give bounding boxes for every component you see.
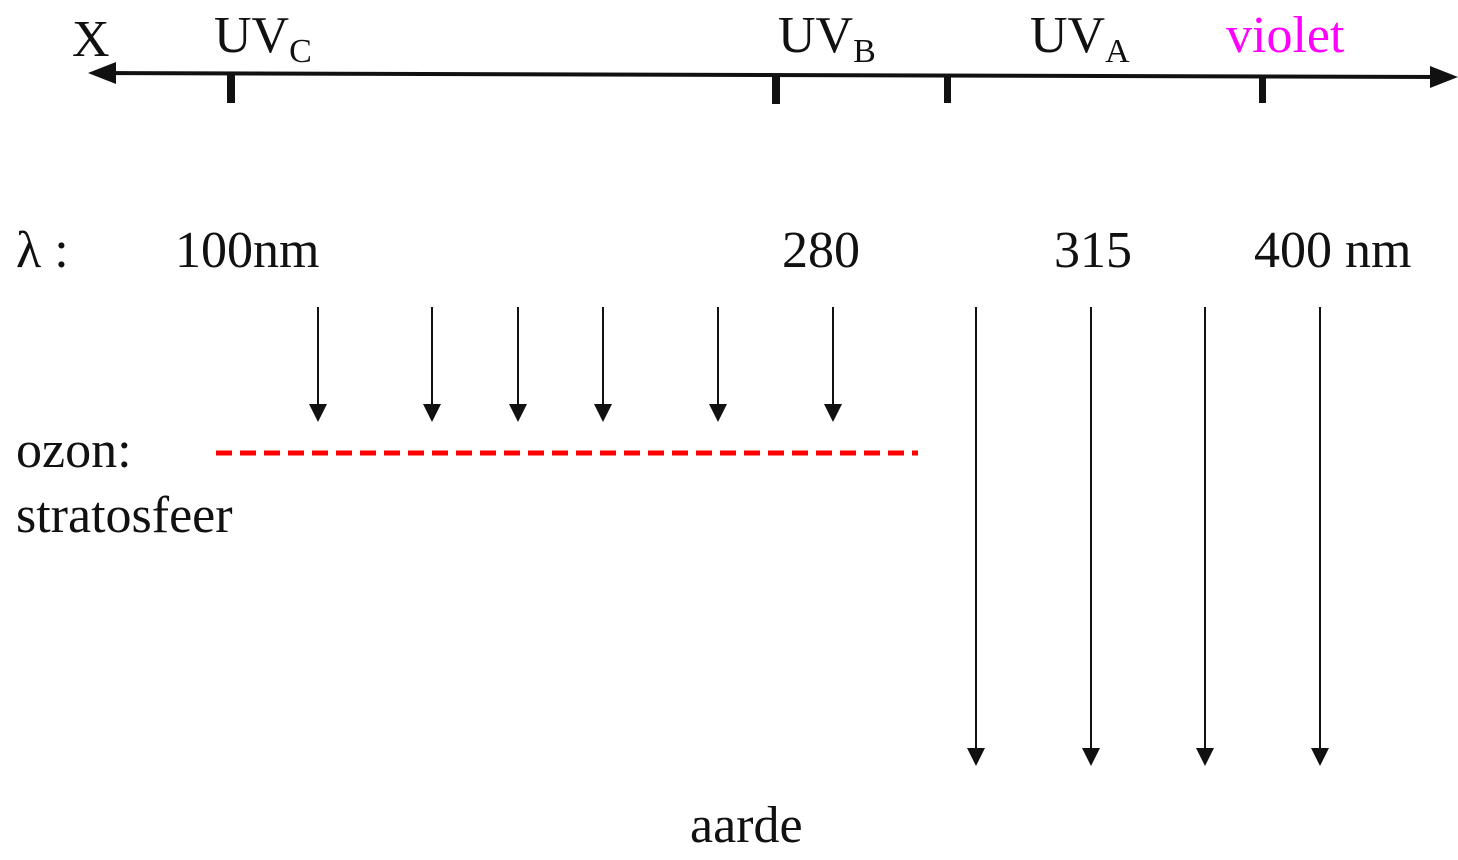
- uva-label-main: UV: [1030, 7, 1106, 64]
- tick-uvc: [227, 73, 235, 103]
- absorbed-ray-arrowhead: [423, 404, 441, 422]
- stratosphere-label: stratosfeer: [16, 487, 233, 544]
- tick-violet-start: [1259, 76, 1266, 103]
- wavelength-100nm-label: 100nm: [175, 222, 320, 279]
- transmitted-ray-arrowhead: [1311, 748, 1329, 766]
- absorbed-ray-arrowhead: [594, 404, 612, 422]
- uvc-label: UVC: [214, 7, 312, 69]
- ozone-label: ozon:: [16, 422, 132, 479]
- wavelength-315-label: 315: [1054, 222, 1132, 279]
- absorbed-ray-arrowhead: [709, 404, 727, 422]
- axis-right-arrowhead: [1430, 66, 1458, 88]
- uvb-label-sub: B: [853, 33, 876, 70]
- axis-left-arrowhead: [88, 62, 116, 84]
- wavelength-400nm-label: 400 nm: [1254, 222, 1412, 279]
- uva-label-sub: A: [1105, 33, 1130, 70]
- absorbed-ray-arrowhead: [824, 404, 842, 422]
- earth-label: aarde: [690, 797, 803, 854]
- violet-label: violet: [1226, 7, 1345, 64]
- tick-uvb-start: [772, 74, 780, 104]
- transmitted-ray-arrowhead: [1082, 748, 1100, 766]
- transmitted-ray-arrowhead: [967, 748, 985, 766]
- uvc-label-sub: C: [289, 33, 312, 70]
- uva-label: UVA: [1030, 7, 1130, 69]
- uvc-label-main: UV: [214, 7, 290, 64]
- transmitted-ray-arrowhead: [1196, 748, 1214, 766]
- tick-uva-start: [944, 75, 951, 103]
- lambda-label: λ :: [16, 222, 69, 279]
- uvb-label-main: UV: [778, 7, 854, 64]
- wavelength-280-label: 280: [782, 222, 860, 279]
- uvb-label: UVB: [778, 7, 876, 69]
- absorbed-ray-arrowhead: [509, 404, 527, 422]
- absorbed-ray-arrowhead: [309, 404, 327, 422]
- x-ray-label: X: [72, 11, 110, 68]
